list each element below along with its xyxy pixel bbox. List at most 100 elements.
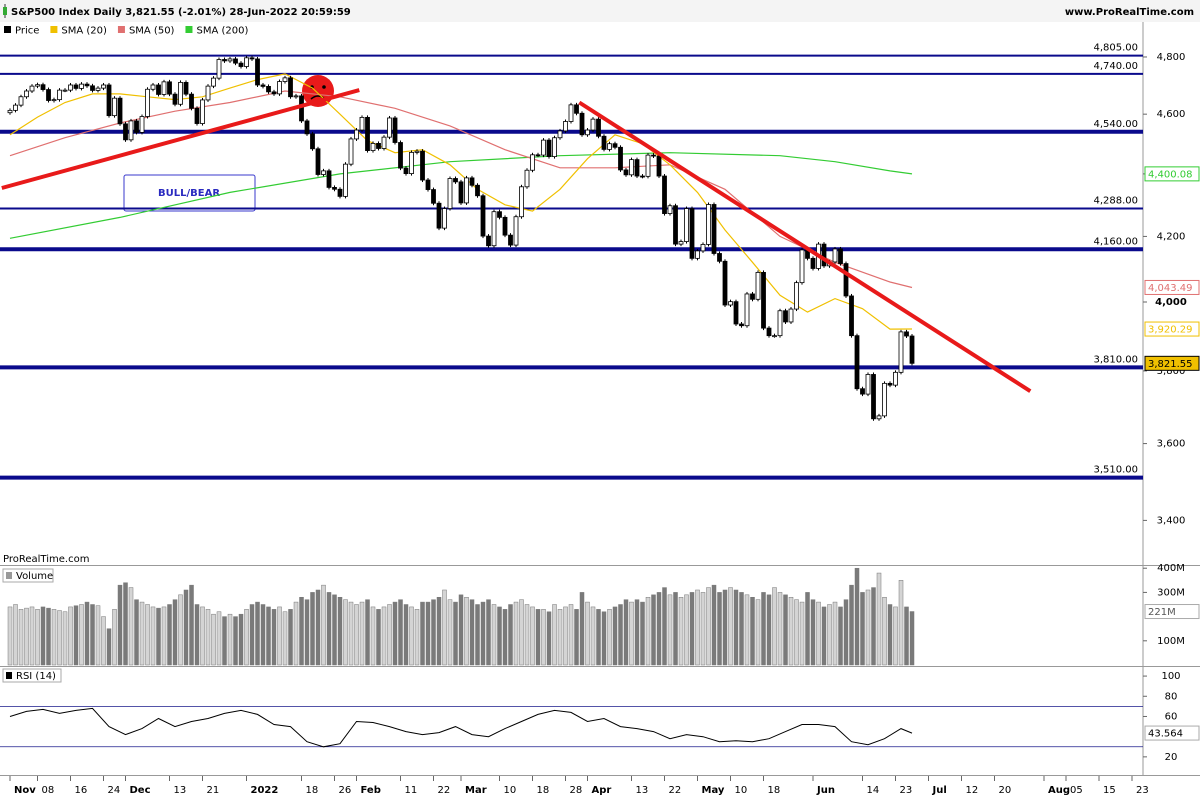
x-tick-label: 10: [735, 785, 748, 796]
candle: [161, 81, 167, 95]
candle: [365, 116, 370, 151]
candle: [7, 109, 13, 114]
volume-bar: [667, 594, 673, 666]
candle: [299, 95, 304, 122]
volume-bar: [722, 589, 728, 666]
volume-bar: [365, 599, 370, 666]
volume-bar: [706, 587, 711, 666]
price-tag-label: 4,043.49: [1148, 283, 1193, 294]
volume-bar: [156, 607, 161, 666]
x-tick-label: May: [702, 785, 725, 796]
candle: [398, 142, 403, 169]
candle: [150, 84, 156, 90]
candle: [761, 272, 766, 329]
volume-bar: [134, 599, 139, 666]
candle: [442, 208, 447, 229]
price-tag-label: 3,821.55: [1148, 359, 1193, 370]
legend-label: SMA (200): [196, 26, 248, 37]
volume-bar: [420, 601, 425, 666]
volume-bar: [563, 606, 568, 666]
volume-bar: [172, 599, 178, 666]
price-tag: [1144, 166, 1200, 182]
candle: [79, 83, 84, 89]
candle: [293, 95, 299, 98]
volume-bar: [128, 587, 134, 666]
candle: [35, 84, 40, 87]
volume-bar: [651, 594, 656, 666]
candle: [40, 84, 46, 90]
candle: [271, 91, 277, 95]
candle: [634, 159, 640, 177]
candle: [376, 143, 381, 149]
candle: [750, 293, 755, 300]
candle: [172, 93, 178, 105]
volume-bar: [337, 596, 343, 666]
volume-bar: [568, 604, 574, 666]
volume-bar: [810, 599, 816, 666]
candle: [183, 82, 189, 95]
candle: [167, 81, 172, 95]
volume-bar: [260, 604, 266, 666]
candle: [73, 84, 79, 89]
volume-bar: [871, 587, 876, 666]
y-tick-label: 3,400: [1157, 515, 1186, 526]
candle: [871, 374, 876, 420]
candle: [475, 184, 480, 197]
candle: [222, 59, 227, 62]
level-label: 4,740.00: [1093, 61, 1138, 72]
candle: [717, 253, 722, 262]
x-tick-label: 10: [504, 785, 517, 796]
volume-bar: [68, 606, 73, 666]
candle: [403, 167, 409, 174]
volume-bar: [381, 606, 387, 666]
volume-bar: [95, 605, 101, 666]
candle: [304, 120, 310, 135]
volume-bar: [150, 606, 156, 666]
candle: [249, 57, 255, 60]
legend-label: Price: [15, 26, 39, 37]
volume-bar: [447, 599, 453, 666]
volume-bar: [343, 599, 348, 666]
legend-swatch: [50, 26, 58, 33]
rsi-line: [9, 707, 913, 748]
icon-body: [3, 7, 7, 15]
volume-bar: [827, 604, 832, 666]
candle: [656, 155, 662, 177]
candle: [90, 85, 95, 91]
volume-bar: [486, 599, 491, 666]
volume-bar: [354, 604, 359, 666]
x-tick-label: 23: [900, 785, 913, 796]
volume-bar: [304, 599, 310, 666]
candle: [84, 83, 90, 87]
candle: [788, 308, 794, 323]
volume-bar: [436, 596, 442, 666]
candle: [18, 96, 24, 106]
volume-bar: [194, 604, 200, 666]
panel-title-box: [2, 668, 62, 683]
candle: [585, 129, 590, 136]
candle: [24, 90, 29, 98]
volume-bar: [832, 601, 838, 666]
y-tick-label: 4,600: [1157, 109, 1186, 120]
x-tick-label: 21: [207, 785, 220, 796]
source-label: ProRealTime.com: [3, 554, 89, 565]
candle: [645, 154, 651, 177]
x-tick-label: 16: [75, 785, 88, 796]
header-icon: [3, 4, 7, 18]
volume-bar: [662, 587, 667, 666]
volume-bar: [623, 599, 629, 666]
sma-line: [9, 73, 913, 330]
x-tick-label: 23: [1136, 785, 1149, 796]
price-tag-label: 4,400.08: [1148, 169, 1193, 180]
candle: [189, 93, 194, 109]
volume-bar: [183, 589, 189, 666]
candle: [596, 118, 601, 137]
volume-bar: [442, 589, 447, 666]
y-tick-label: 3,600: [1157, 439, 1186, 450]
x-tick-label: 28: [570, 785, 583, 796]
volume-bar: [711, 584, 717, 666]
volume-bar: [376, 609, 381, 666]
bull-bear-box: BULL/BEAR: [123, 174, 256, 212]
volume-bar: [469, 599, 475, 666]
y-tick-label: 100M: [1157, 636, 1185, 647]
